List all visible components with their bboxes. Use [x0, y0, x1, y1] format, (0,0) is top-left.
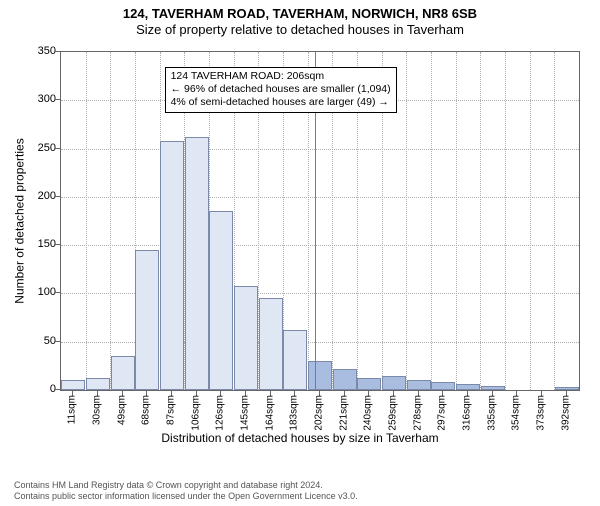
ytick-label: 200: [16, 190, 56, 202]
chart-container: Number of detached properties 124 TAVERH…: [0, 41, 600, 431]
gridline-v: [86, 52, 87, 390]
histogram-bar: [308, 361, 332, 390]
ytick-label: 150: [16, 238, 56, 250]
xtick-label: 297sqm: [437, 395, 448, 431]
histogram-bar: [259, 298, 283, 390]
gridline-v: [110, 52, 111, 390]
y-axis-label: Number of detached properties: [13, 138, 27, 303]
ytick-mark: [55, 51, 60, 52]
page-title-line1: 124, TAVERHAM ROAD, TAVERHAM, NORWICH, N…: [0, 6, 600, 21]
histogram-bar: [456, 384, 480, 390]
histogram-bar: [111, 356, 135, 390]
histogram-bar: [283, 330, 307, 390]
ytick-label: 350: [16, 45, 56, 57]
histogram-bar: [357, 378, 381, 390]
ytick-label: 100: [16, 286, 56, 298]
plot-area: 124 TAVERHAM ROAD: 206sqm← 96% of detach…: [60, 51, 580, 391]
ytick-mark: [55, 244, 60, 245]
gridline-v: [406, 52, 407, 390]
histogram-bar: [209, 211, 233, 390]
gridline-v: [480, 52, 481, 390]
gridline-h: [61, 197, 579, 198]
xtick-label: 30sqm: [92, 395, 103, 425]
xtick-label: 259sqm: [388, 395, 399, 431]
gridline-h: [61, 245, 579, 246]
footer-line1: Contains HM Land Registry data © Crown c…: [14, 480, 600, 491]
gridline-v: [554, 52, 555, 390]
histogram-bar: [135, 250, 159, 390]
xtick-label: 316sqm: [462, 395, 473, 431]
gridline-h: [61, 149, 579, 150]
xtick-label: 11sqm: [67, 395, 78, 424]
xtick-label: 392sqm: [560, 395, 571, 431]
ytick-mark: [55, 389, 60, 390]
annotation-line2: ← 96% of detached houses are smaller (1,…: [171, 83, 391, 96]
annotation-box: 124 TAVERHAM ROAD: 206sqm← 96% of detach…: [165, 67, 397, 112]
xtick-label: 373sqm: [536, 395, 547, 431]
histogram-bar: [333, 369, 357, 390]
xtick-label: 354sqm: [511, 395, 522, 431]
histogram-bar: [86, 378, 110, 390]
annotation-line1: 124 TAVERHAM ROAD: 206sqm: [171, 70, 391, 83]
histogram-bar: [555, 387, 579, 390]
page-title-line2: Size of property relative to detached ho…: [0, 22, 600, 37]
ytick-mark: [55, 99, 60, 100]
xtick-label: 106sqm: [190, 395, 201, 431]
gridline-v: [456, 52, 457, 390]
xtick-label: 164sqm: [264, 395, 275, 431]
xtick-label: 68sqm: [141, 395, 152, 425]
xtick-label: 221sqm: [338, 395, 349, 431]
annotation-line3: 4% of semi-detached houses are larger (4…: [171, 96, 391, 109]
histogram-bar: [481, 386, 505, 390]
ytick-label: 250: [16, 142, 56, 154]
ytick-mark: [55, 292, 60, 293]
gridline-v: [431, 52, 432, 390]
footer-attribution: Contains HM Land Registry data © Crown c…: [0, 480, 600, 502]
xtick-label: 183sqm: [289, 395, 300, 431]
xtick-label: 278sqm: [412, 395, 423, 431]
x-axis-label: Distribution of detached houses by size …: [0, 431, 600, 445]
histogram-bar: [185, 137, 209, 390]
ytick-label: 50: [16, 335, 56, 347]
xtick-label: 87sqm: [166, 395, 177, 425]
histogram-bar: [61, 380, 85, 390]
xtick-label: 145sqm: [240, 395, 251, 431]
histogram-bar: [382, 376, 406, 390]
histogram-bar: [407, 380, 431, 390]
ytick-label: 300: [16, 93, 56, 105]
ytick-mark: [55, 341, 60, 342]
histogram-bar: [431, 382, 455, 390]
gridline-v: [505, 52, 506, 390]
ytick-mark: [55, 148, 60, 149]
ytick-mark: [55, 196, 60, 197]
footer-line2: Contains public sector information licen…: [14, 491, 600, 502]
xtick-label: 240sqm: [363, 395, 374, 431]
xtick-label: 49sqm: [116, 395, 127, 425]
ytick-label: 0: [16, 383, 56, 395]
xtick-label: 335sqm: [486, 395, 497, 431]
xtick-label: 126sqm: [215, 395, 226, 431]
gridline-v: [530, 52, 531, 390]
histogram-bar: [160, 141, 184, 390]
xtick-label: 202sqm: [314, 395, 325, 431]
histogram-bar: [234, 286, 258, 390]
